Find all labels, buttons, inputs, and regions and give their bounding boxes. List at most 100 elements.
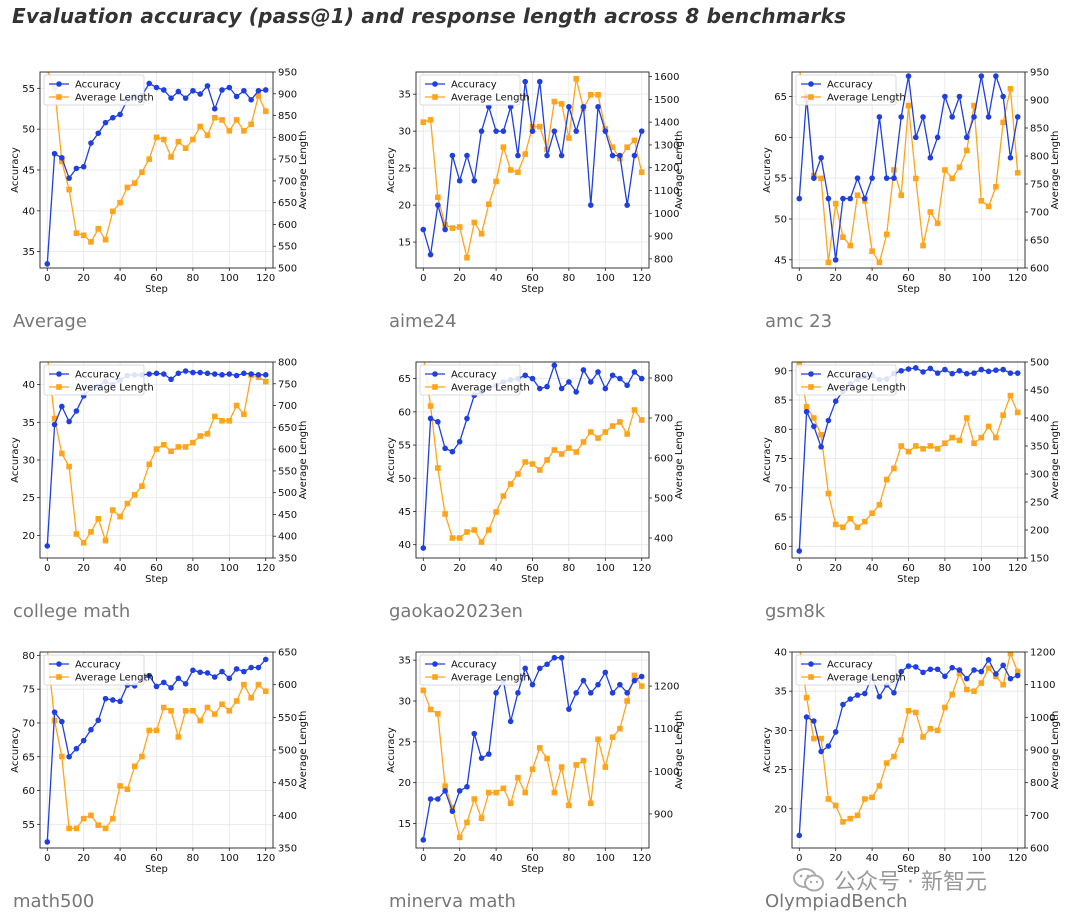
accuracy-point [869, 175, 875, 181]
accuracy-point [102, 695, 109, 702]
accuracy-point [182, 680, 189, 687]
accuracy-point [934, 134, 941, 141]
length-point [832, 200, 839, 207]
length-point [949, 175, 955, 182]
length-point [102, 537, 109, 544]
accuracy-point [949, 370, 955, 377]
length-point [949, 691, 955, 698]
length-point [226, 128, 233, 134]
legend: Accuracy Average Length [795, 74, 906, 106]
accuracy-point [204, 370, 211, 377]
x-axis-label: Step [145, 574, 168, 585]
caption-math500: math500 [13, 891, 95, 912]
length-point [624, 431, 630, 437]
accuracy-point [456, 438, 463, 445]
y2-tick-label: 500 [278, 488, 297, 499]
legend-accuracy-marker [56, 371, 62, 377]
length-point [160, 704, 167, 711]
y2-tick-label: 900 [654, 232, 673, 243]
accuracy-point [624, 202, 630, 208]
accuracy-point [51, 150, 58, 157]
length-point [920, 242, 926, 249]
y2-tick-label: 500 [654, 494, 673, 505]
length-point [544, 457, 550, 463]
length-point [420, 351, 426, 357]
accuracy-point [456, 177, 463, 184]
length-point [233, 402, 240, 409]
accuracy-point [241, 668, 247, 675]
accuracy-point [175, 370, 182, 377]
length-point [197, 717, 203, 724]
legend-length-marker [808, 384, 814, 390]
length-point [905, 448, 912, 455]
length-point [985, 665, 992, 672]
length-point [248, 694, 254, 701]
accuracy-point [500, 128, 507, 134]
accuracy-point [566, 706, 572, 712]
length-point [920, 734, 926, 740]
length-point [110, 507, 116, 513]
legend-accuracy-marker [56, 661, 62, 667]
y2-axis-label: Average Length [674, 421, 685, 500]
accuracy-point [840, 195, 846, 202]
x-tick-label: 40 [490, 273, 503, 284]
length-point [80, 815, 87, 822]
chart-panel-olympiadbench: 0 20 40 60 80 100 120 20 25 30 35 40 600 700 800 900 100… [762, 642, 1061, 887]
legend-accuracy-label: Accuracy [451, 80, 497, 91]
y2-tick-label: 1100 [1030, 680, 1055, 691]
caption-olympiadbench: OlympiadBench [765, 891, 908, 912]
accuracy-point [420, 837, 427, 843]
length-point [522, 459, 529, 465]
length-point [241, 128, 247, 134]
accuracy-point [978, 73, 985, 79]
legend-accuracy-label: Accuracy [827, 80, 873, 91]
y2-tick-label: 1600 [654, 72, 679, 83]
y-tick-label: 30 [22, 456, 35, 467]
length-point [529, 123, 536, 130]
y2-tick-label: 900 [278, 89, 297, 100]
length-point [1007, 652, 1014, 657]
x-tick-label: 120 [256, 273, 275, 284]
watermark: 公众号 · 新智元 [792, 864, 987, 896]
y2-tick-label: 800 [654, 374, 673, 385]
y2-tick-label: 1300 [654, 140, 679, 151]
accuracy-point [993, 671, 999, 677]
accuracy-point [1014, 672, 1021, 679]
y-axis-label: Accuracy [386, 727, 397, 773]
length-point [507, 800, 514, 807]
length-point [197, 123, 203, 130]
length-point [609, 734, 616, 741]
length-point [883, 476, 890, 483]
length-point [493, 509, 499, 515]
accuracy-point [978, 366, 985, 373]
length-point [190, 439, 196, 446]
y2-tick-label: 700 [1030, 208, 1049, 219]
y2-tick-label: 800 [278, 133, 297, 144]
accuracy-point [66, 753, 72, 760]
y-tick-label: 20 [774, 804, 787, 815]
accuracy-point [602, 128, 609, 134]
length-point [624, 144, 630, 151]
x-tick-label: 0 [796, 563, 802, 574]
length-point [818, 432, 824, 438]
accuracy-point [420, 545, 427, 551]
length-point [558, 764, 565, 770]
length-point [507, 481, 514, 487]
accuracy-point [580, 367, 587, 373]
length-point [262, 108, 269, 114]
y2-tick-label: 1500 [654, 95, 679, 106]
x-tick-label: 120 [256, 563, 275, 574]
length-point [522, 789, 529, 796]
y-tick-label: 50 [22, 125, 35, 136]
y2-tick-label: 800 [278, 358, 297, 369]
length-point [471, 527, 478, 533]
x-tick-label: 120 [632, 563, 651, 574]
x-tick-label: 40 [114, 273, 127, 284]
chart-panel-average: 0 20 40 60 80 100 120 35 40 45 50 55 500 550 600 650 700… [10, 62, 309, 307]
legend: Accuracy Average Length [795, 364, 906, 396]
y2-tick-label: 400 [278, 532, 297, 543]
length-point [456, 224, 463, 230]
length-point [471, 219, 478, 226]
length-point [825, 490, 832, 497]
legend-length-marker [808, 94, 814, 100]
